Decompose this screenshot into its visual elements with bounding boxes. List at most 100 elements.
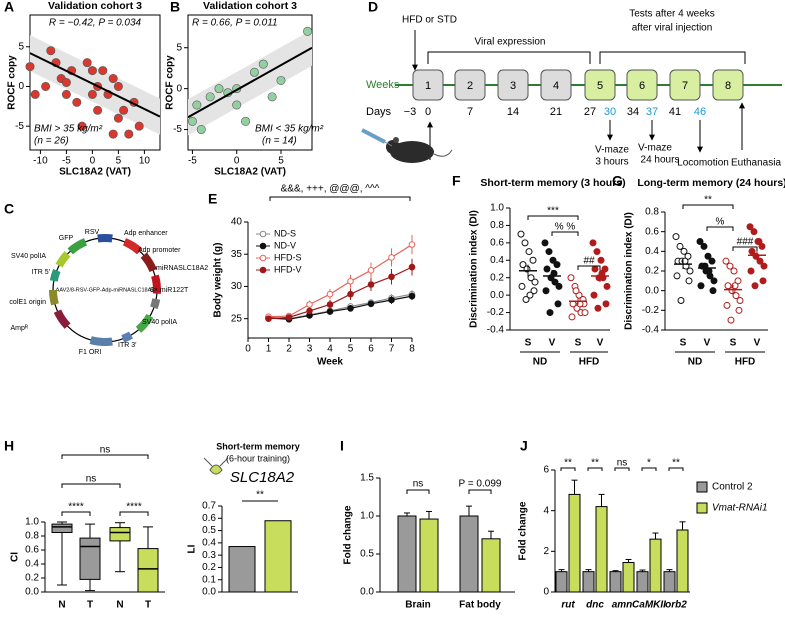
plasmid-label: F1 ORI	[79, 349, 102, 356]
x-tick-label: CaMKII	[632, 600, 666, 611]
data-point	[567, 274, 575, 282]
panel-label: E	[208, 191, 217, 207]
significance-bracket	[682, 204, 734, 209]
event-label: V-maze	[595, 145, 629, 156]
plasmid-label: RSV	[85, 229, 100, 236]
data-point	[113, 81, 123, 91]
data-point	[108, 74, 118, 84]
day-label: 14	[507, 106, 519, 118]
x-tick-label: -5	[62, 156, 71, 167]
bracket	[427, 51, 591, 64]
y-tick-label: 40	[231, 217, 243, 228]
day-label: 37	[646, 106, 658, 118]
data-point	[549, 256, 557, 264]
week-label: 2	[467, 80, 473, 92]
data-point	[751, 282, 759, 290]
data-point	[187, 116, 197, 126]
legend-swatch	[696, 481, 708, 493]
data-point	[347, 305, 354, 312]
day-label: 27	[584, 106, 596, 118]
x-tick-label: 3	[307, 344, 313, 355]
data-point	[555, 282, 563, 290]
bar	[228, 546, 256, 593]
data-point	[704, 252, 712, 260]
y-tick-label: 0.6	[490, 237, 504, 248]
annotation: ns	[413, 479, 424, 490]
x-tick-label: 5	[348, 344, 354, 355]
x-tick-label: Brain	[405, 600, 431, 611]
day-label: 30	[604, 106, 616, 118]
data-point	[545, 248, 553, 256]
y-tick-label: 0.8	[490, 220, 504, 231]
data-point	[326, 301, 334, 308]
bar	[649, 538, 662, 593]
x-tick-label: 5	[116, 156, 122, 167]
chart-title: Long-term memory (24 hours)	[637, 177, 785, 189]
weeks-label: Weeks	[366, 79, 400, 91]
week-box	[454, 69, 486, 101]
data-point	[697, 282, 705, 290]
x-tick-label: 6	[368, 344, 374, 355]
data-point	[196, 125, 206, 135]
significance-bracket	[269, 196, 411, 201]
y-axis-label: CI	[10, 552, 21, 562]
y-tick-label: 0.2	[490, 272, 504, 283]
week-label: 6	[639, 80, 645, 92]
data-point	[61, 89, 71, 99]
y-axis-label: LI	[187, 544, 198, 553]
legend-label: HFD-S	[274, 252, 302, 262]
event-label: 24 hours	[641, 155, 680, 166]
data-point	[603, 282, 611, 290]
week-box	[626, 69, 658, 101]
data-point	[673, 272, 681, 280]
bar	[264, 520, 292, 593]
data-point	[700, 242, 708, 250]
data-point	[594, 304, 602, 312]
x-tick-label: 10	[139, 156, 151, 167]
data-point	[61, 78, 71, 88]
data-point	[306, 301, 313, 308]
legend-label: ND-S	[274, 228, 296, 238]
data-point	[124, 129, 134, 139]
plot-frame	[187, 14, 313, 151]
data-point	[347, 277, 354, 285]
data-point	[542, 287, 550, 295]
group-label: HFD	[579, 357, 600, 368]
data-point	[590, 291, 598, 299]
legend-label: Vmat-RNAi1	[712, 503, 768, 514]
plasmid-element	[49, 269, 61, 282]
phase-label: after viral injection	[632, 23, 713, 34]
annotation: BMI < 35 kg/m²	[255, 124, 324, 135]
data-point	[241, 116, 251, 126]
significance-bracket	[732, 246, 758, 251]
data-point	[258, 59, 268, 69]
data-point	[746, 223, 754, 231]
data-point	[730, 267, 738, 275]
y-tick-label: 6	[543, 465, 549, 476]
significance-bracket	[587, 467, 603, 471]
data-point	[756, 257, 764, 265]
y-axis-label: Fold change	[343, 505, 354, 564]
annotation: ****	[68, 502, 84, 513]
day-label: −3	[404, 106, 417, 118]
y-tick-label: 0.0	[202, 587, 216, 598]
data-point	[747, 267, 755, 275]
x-tick-label: 7	[389, 344, 395, 355]
plasmid-element	[121, 331, 133, 343]
annotation: ##	[583, 256, 595, 267]
data-point	[87, 89, 97, 99]
legend-marker	[259, 242, 267, 250]
bar	[676, 529, 689, 593]
x-tick-label: 0	[90, 156, 96, 167]
annotation: **	[256, 490, 264, 501]
plasmid-label: ITR 3′	[118, 342, 137, 349]
data-point	[748, 247, 756, 255]
x-tick-label: rut	[561, 600, 575, 611]
x-tick-label: 2	[286, 344, 292, 355]
y-axis-label: Discrimination index (DI)	[469, 210, 480, 328]
box	[137, 548, 159, 593]
data-point	[303, 26, 313, 36]
data-point	[113, 113, 123, 123]
data-point	[709, 287, 717, 295]
significance-bracket	[61, 454, 149, 459]
